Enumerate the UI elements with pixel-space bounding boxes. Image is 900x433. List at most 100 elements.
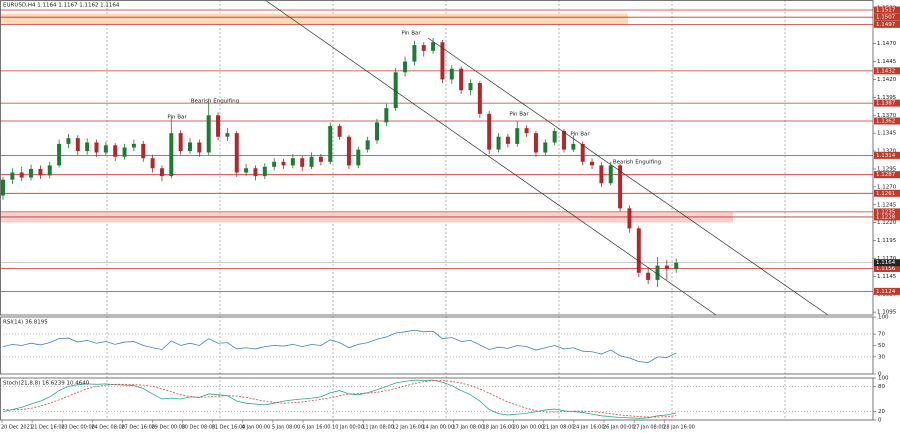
candle-body bbox=[159, 168, 164, 177]
y-tick-label: 1.1245 bbox=[877, 202, 897, 208]
y-tick-label: 30 bbox=[878, 354, 885, 360]
candle-body bbox=[608, 165, 613, 184]
panel-frames bbox=[0, 0, 874, 421]
candle-body bbox=[216, 115, 221, 137]
candle-body bbox=[440, 42, 445, 80]
channel bbox=[264, 0, 829, 315]
candle-body bbox=[412, 45, 417, 62]
candle-body bbox=[29, 168, 34, 178]
x-tick-label: 29 Dec 00:00 bbox=[152, 425, 186, 431]
main-layer bbox=[1, 37, 679, 419]
level-label: 1.1261 bbox=[876, 191, 895, 197]
level-label: 1.1124 bbox=[876, 289, 896, 295]
y-tick-label: 1.1445 bbox=[877, 59, 897, 65]
candle-body bbox=[403, 61, 408, 73]
candle-body bbox=[449, 68, 454, 80]
candle-body bbox=[627, 208, 632, 229]
y-tick-label: 1.1470 bbox=[877, 41, 897, 47]
y-tick-label: 1.1395 bbox=[877, 95, 897, 101]
candle-body bbox=[19, 172, 24, 178]
y-tick-label: 1.1370 bbox=[877, 113, 897, 119]
level-label: 1.1497 bbox=[876, 22, 896, 28]
x-tick-label: 17 Jan 08:00 bbox=[453, 425, 485, 431]
candle-body bbox=[477, 83, 482, 114]
level-label: 1.1235 bbox=[876, 209, 896, 215]
x-tick-label: 27 Dec 16:00 bbox=[121, 425, 155, 431]
candle-body bbox=[664, 265, 669, 270]
candle-body bbox=[468, 83, 473, 91]
y-tick-label: 0 bbox=[878, 418, 882, 424]
candle-body bbox=[113, 145, 118, 157]
y-tick-label: 1.1220 bbox=[877, 220, 897, 226]
indicator-line bbox=[2, 379, 677, 419]
y-tick-label: 100 bbox=[878, 315, 889, 321]
x-tick-label: 12 Jan 16:00 bbox=[392, 425, 424, 431]
candle-body bbox=[94, 142, 99, 153]
indicator-line bbox=[2, 329, 677, 364]
candle-body bbox=[244, 168, 249, 173]
x-tick-label: 21 Jan 08:00 bbox=[543, 425, 575, 431]
candle-body bbox=[365, 140, 370, 150]
candle-body bbox=[543, 142, 548, 153]
candle-body bbox=[178, 133, 183, 152]
back-layer bbox=[0, 0, 873, 420]
candle-body bbox=[318, 156, 323, 162]
x-tick-label: 4 Jan 00:00 bbox=[242, 425, 270, 431]
current-price-label: 1.1164 bbox=[876, 260, 896, 266]
level-label: 1.1314 bbox=[876, 153, 896, 159]
level-label: 1.1156 bbox=[876, 266, 896, 272]
candle-body bbox=[655, 265, 660, 280]
x-tick-label: 18 Jan 16:00 bbox=[483, 425, 515, 431]
candle-body bbox=[188, 142, 192, 152]
candle-body bbox=[281, 161, 286, 166]
x-tick-label: 11 Jan 08:00 bbox=[362, 425, 394, 431]
candle-body bbox=[356, 149, 361, 166]
annotation: Bearish Engulfing bbox=[613, 160, 661, 166]
candle-body bbox=[290, 158, 295, 166]
candle-body bbox=[141, 143, 146, 159]
candle-body bbox=[459, 68, 464, 91]
level-label: 1.1517 bbox=[876, 8, 896, 14]
candle-body bbox=[103, 145, 108, 153]
annotation: Bearish Engulfing bbox=[191, 99, 239, 105]
x-tick-label: 30 Dec 08:00 bbox=[182, 425, 216, 431]
x-tick-label: 26 Jan 00:00 bbox=[603, 425, 635, 431]
annotation: Pin Bar bbox=[401, 31, 421, 37]
candle-body bbox=[122, 147, 127, 157]
x-tick-label: 20 Dec 2021 bbox=[1, 425, 33, 431]
annotation: Pin Bar bbox=[509, 112, 529, 118]
candle-body bbox=[234, 133, 239, 173]
chart-title: EURUSD,H4 1.1164 1.1167 1.1162 1.1164 bbox=[3, 3, 120, 9]
x-tick-label: 6 Jan 16:00 bbox=[302, 425, 330, 431]
x-tick-label: 5 Jan 08:00 bbox=[272, 425, 300, 431]
indicator-line bbox=[2, 380, 677, 418]
x-tick-label: 14 Jan 00:00 bbox=[422, 425, 454, 431]
top-layer: EURUSD,H4 1.1164 1.1167 1.1162 1.1164 1.1… bbox=[1, 3, 900, 431]
y-tick-label: 80 bbox=[878, 384, 885, 390]
zone bbox=[0, 13, 628, 25]
y-tick-label: 50 bbox=[878, 343, 885, 349]
x-tick-label: 23 Dec 00:00 bbox=[61, 425, 95, 431]
level-label: 1.1287 bbox=[876, 172, 896, 178]
level-label-bg bbox=[874, 99, 900, 107]
candle-body bbox=[10, 172, 15, 180]
candle-body bbox=[169, 133, 174, 177]
candle-body bbox=[131, 143, 136, 148]
x-tick-label: 20 Jan 00:00 bbox=[513, 425, 545, 431]
candle-body bbox=[590, 161, 595, 166]
candle-body bbox=[496, 136, 501, 150]
candle-body bbox=[515, 128, 520, 144]
candle-body bbox=[225, 133, 230, 137]
level-label-bg bbox=[874, 287, 900, 295]
y-tick-label: 70 bbox=[878, 332, 885, 338]
y-tick-label: 1.1295 bbox=[877, 166, 897, 172]
level-label-bg bbox=[874, 151, 900, 159]
candle-body bbox=[75, 138, 80, 152]
panel-title: Stoch(21,8,8) 16.6239 10.4640 bbox=[3, 381, 90, 387]
candle-body bbox=[150, 158, 155, 169]
x-tick-label: 27 Jan 08:00 bbox=[633, 425, 665, 431]
level-label-bg bbox=[874, 213, 900, 221]
y-tick-label: 1.1170 bbox=[877, 256, 897, 262]
level-label: 1.1362 bbox=[876, 118, 895, 124]
